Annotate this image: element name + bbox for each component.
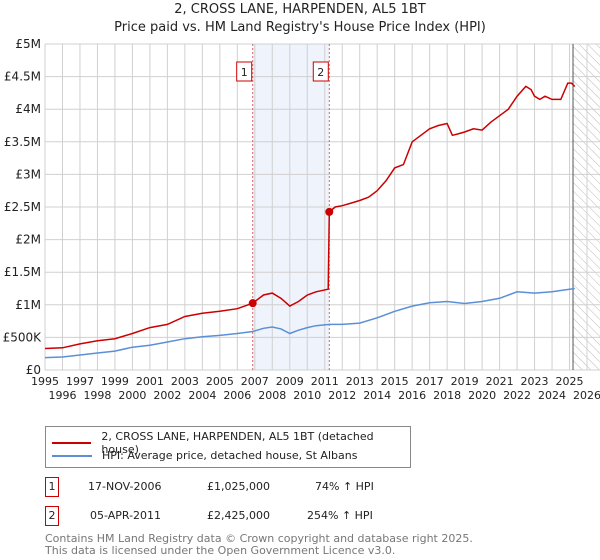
x-tick-label: 2013 [346,375,374,388]
sale-point [325,207,334,216]
x-tick-label: 1997 [66,375,94,388]
y-tick-label: £3M [15,167,41,181]
y-tick-label: £4.5M [4,70,41,84]
x-tick-label: 2015 [381,375,409,388]
transaction-price: £2,425,000 [207,509,270,522]
y-tick-label: £1M [15,298,41,312]
x-tick-label: 2011 [311,375,339,388]
legend: 2, CROSS LANE, HARPENDEN, AL5 1BT (detac… [45,426,411,468]
x-tick-label: 2005 [206,375,234,388]
series-line [44,82,576,350]
x-tick-label: 2023 [521,375,549,388]
x-tick-label: 2001 [136,375,164,388]
sale-marker-box [236,61,253,82]
y-tick-label: £5M [15,37,41,51]
x-tick-label: 2014 [363,389,391,402]
transaction-row: 2 05-APR-2011 £2,425,000 254% ↑ HPI [45,506,545,526]
x-tick-label: 2009 [276,375,304,388]
y-tick-label: £0 [26,363,41,377]
x-tick-label: 1998 [83,389,111,402]
y-tick-label: £3.5M [4,135,41,149]
legend-swatch-red [52,442,92,444]
sale-marker-label: 1 [241,66,248,79]
y-tick-label: £1.5M [4,265,41,279]
transaction-hpi: 254% ↑ HPI [307,509,373,522]
y-tick-label: £500K [3,330,43,344]
y-tick-label: £4M [15,102,41,116]
footer-licence: This data is licensed under the Open Gov… [45,544,396,557]
x-tick-label: 2010 [293,389,321,402]
x-tick-label: 2019 [451,375,479,388]
x-tick-label: 2006 [223,389,251,402]
x-tick-label: 2026 [573,389,600,402]
chart-subtitle: Price paid vs. HM Land Registry's House … [114,20,486,35]
transaction-row: 1 17-NOV-2006 £1,025,000 74% ↑ HPI [45,477,545,497]
series-line [44,287,575,359]
legend-item-price: 2, CROSS LANE, HARPENDEN, AL5 1BT (detac… [52,430,410,456]
x-tick-label: 1995 [31,375,59,388]
x-tick-label: 2021 [486,375,514,388]
transaction-hpi: 74% ↑ HPI [315,480,374,493]
x-tick-label: 2003 [171,375,199,388]
x-tick-label: 2007 [241,375,269,388]
x-tick-label: 2000 [118,389,146,402]
x-tick-label: 2022 [503,389,531,402]
x-tick-label: 2012 [328,389,356,402]
transaction-date: 17-NOV-2006 [88,480,162,493]
sale-marker-box [312,61,329,82]
legend-item-hpi: HPI: Average price, detached house, St A… [52,449,357,462]
legend-swatch-blue [52,454,92,457]
x-tick-label: 2024 [538,389,566,402]
transaction-marker: 2 [45,506,59,526]
x-tick-label: 1999 [101,375,129,388]
x-tick-label: 2018 [433,389,461,402]
x-tick-label: 2004 [188,389,216,402]
chart-title: 2, CROSS LANE, HARPENDEN, AL5 1BT [174,2,426,17]
x-tick-label: 2025 [556,375,584,388]
x-tick-label: 2008 [258,389,286,402]
sale-point [248,299,257,308]
transaction-date: 05-APR-2011 [90,509,162,522]
sale-marker-label: 2 [317,66,324,79]
legend-label: 2, CROSS LANE, HARPENDEN, AL5 1BT (detac… [101,430,374,456]
legend-label: HPI: Average price, detached house, St A… [102,449,358,462]
x-tick-label: 2002 [153,389,181,402]
transaction-marker: 1 [45,477,59,497]
price-chart: 1995199619971998199920002001200220032004… [3,37,600,402]
x-tick-label: 2020 [468,389,496,402]
footer-copyright: Contains HM Land Registry data © Crown c… [45,532,473,545]
x-tick-label: 2016 [398,389,426,402]
x-tick-label: 1996 [48,389,76,402]
y-tick-label: £2M [15,233,41,247]
x-tick-label: 2017 [416,375,444,388]
y-tick-label: £2.5M [4,200,41,214]
transaction-price: £1,025,000 [207,480,270,493]
